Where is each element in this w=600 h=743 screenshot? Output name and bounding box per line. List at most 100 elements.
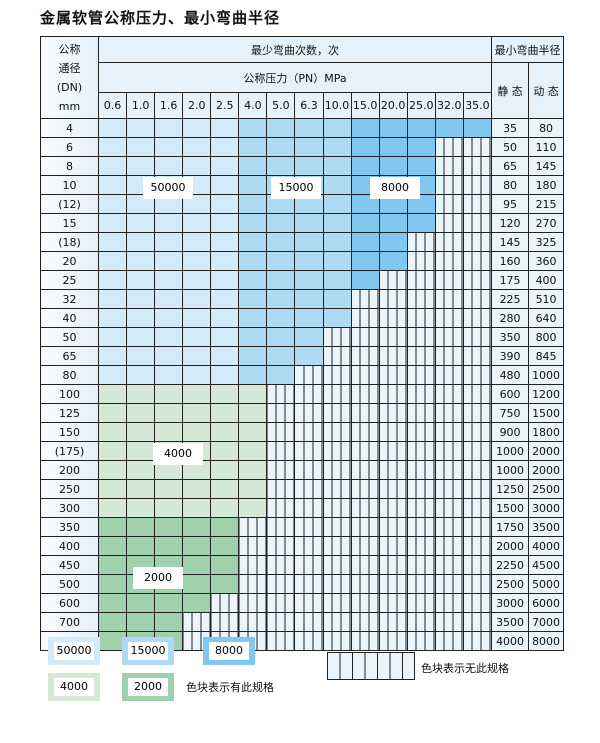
table-row: 32 225 510 [40,289,565,309]
unavailable-cell [462,441,493,461]
table-row: 350 1750 3500 [40,517,565,537]
unavailable-cell [406,232,436,252]
dn-cell: 300 [40,498,99,518]
available-cell-15000 [294,156,324,176]
pressure-column-header: 1.6 [154,92,184,119]
available-cell-15000 [266,365,296,385]
available-cell-4000 [97,479,128,499]
available-cell-15000 [238,365,268,385]
unavailable-cell [434,593,464,613]
available-cell-50000 [97,194,128,214]
unavailable-cell [462,574,493,594]
available-cell-4000 [182,384,212,404]
unavailable-cell [462,175,493,195]
static-radius-cell: 600 [491,384,530,404]
unavailable-cell [406,612,436,632]
unavailable-cell [210,593,240,613]
available-cell-4000 [238,441,268,461]
unavailable-cell [238,612,268,632]
available-cell-50000 [97,346,128,366]
available-cell-4000 [97,422,128,442]
unavailable-cell [378,308,408,328]
unavailable-cell [434,441,464,461]
available-cell-50000 [210,270,240,290]
unavailable-cell [462,479,493,499]
table-row: (18) 145 325 [40,232,565,252]
unavailable-cell [406,479,436,499]
legend-swatch-2000: 2000 [122,673,174,701]
unavailable-cell [434,232,464,252]
static-radius-cell: 65 [491,156,530,176]
unavailable-cell [462,517,493,537]
unavailable-cell [462,251,493,271]
available-cell-15000 [294,251,324,271]
unavailable-cell [294,593,324,613]
available-cell-2000 [126,536,156,556]
unavailable-cell [350,460,380,480]
unavailable-cell [434,270,464,290]
unavailable-cell [350,555,380,575]
dynamic-radius-cell: 180 [528,175,565,195]
available-cell-15000 [266,213,296,233]
available-cell-15000 [238,137,268,157]
static-radius-cell: 3000 [491,593,530,613]
static-radius-cell: 280 [491,308,530,328]
available-cell-15000 [238,156,268,176]
available-cell-4000 [126,498,156,518]
available-cell-2000 [182,517,212,537]
pressure-column-header: 15.0 [350,92,380,119]
available-cell-50000 [126,346,156,366]
unavailable-cell [294,403,324,423]
available-cell-4000 [182,403,212,423]
available-cell-2000 [210,574,240,594]
static-radius-cell: 750 [491,403,530,423]
available-cell-4000 [210,479,240,499]
table-row: 700 3500 7000 [40,612,565,632]
unavailable-cell [406,593,436,613]
available-cell-50000 [126,308,156,328]
available-cell-4000 [238,479,268,499]
unavailable-cell [266,441,296,461]
static-radius-cell: 2250 [491,555,530,575]
dn-cell: 20 [40,251,99,271]
static-radius-cell: 3500 [491,612,530,632]
zone-label-8000: 8000 [370,177,420,199]
dynamic-radius-cell: 5000 [528,574,565,594]
unavailable-cell [406,460,436,480]
dynamic-radius-cell: 6000 [528,593,565,613]
table-row: 15 120 270 [40,213,565,233]
dynamic-radius-cell: 3000 [528,498,565,518]
unavailable-cell [378,422,408,442]
legend-swatch-4000: 4000 [48,673,100,701]
available-cell-50000 [154,346,184,366]
available-cell-50000 [126,289,156,309]
unavailable-cell [406,289,436,309]
available-cell-50000 [182,270,212,290]
static-radius-cell: 1500 [491,498,530,518]
available-cell-15000 [238,308,268,328]
unavailable-cell [406,384,436,404]
available-cell-50000 [182,346,212,366]
available-cell-50000 [97,270,128,290]
available-cell-2000 [154,536,184,556]
static-radius-cell: 120 [491,213,530,233]
static-radius-cell: 1750 [491,517,530,537]
unavailable-cell [238,536,268,556]
unavailable-cell [462,308,493,328]
unavailable-cell [406,308,436,328]
unavailable-cell [266,517,296,537]
available-cell-4000 [154,403,184,423]
legend-label: 50000 [54,642,94,660]
unavailable-cell [266,384,296,404]
available-cell-50000 [182,251,212,271]
unavailable-cell [322,498,352,518]
unavailable-cell [378,327,408,347]
unavailable-cell [350,308,380,328]
unavailable-cell [350,631,380,651]
available-cell-2000 [154,612,184,632]
unavailable-cell [406,365,436,385]
available-cell-15000 [238,175,268,195]
zone-label-4000: 4000 [153,443,203,465]
static-radius-cell: 160 [491,251,530,271]
unavailable-cell [266,479,296,499]
